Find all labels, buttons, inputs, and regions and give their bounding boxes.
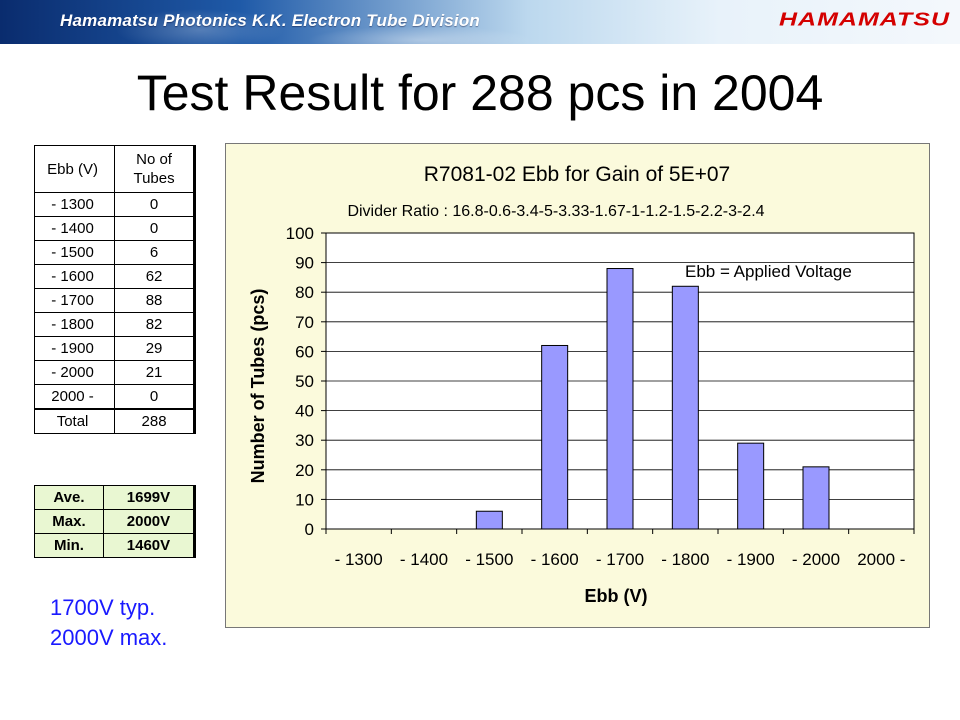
row-range: - 1600 xyxy=(33,264,116,289)
table-row: - 1900 29 xyxy=(33,336,196,361)
stat-value: 1699V xyxy=(102,485,197,510)
chart-annotation: Ebb = Applied Voltage xyxy=(685,262,852,281)
bar xyxy=(475,510,503,530)
distribution-table: Ebb (V) No of Tubes - 1300 0 - 1400 0 - 15… xyxy=(33,145,196,434)
total-row: Total 288 xyxy=(33,408,196,434)
y-tick-label: 90 xyxy=(295,254,314,273)
chart-subtitle: Divider Ratio : 16.8-0.6-3.4-5-3.33-1.67… xyxy=(347,203,764,220)
row-count: 82 xyxy=(114,312,196,337)
stats-row: Min. 1460V xyxy=(34,533,197,558)
x-tick-label: - 1600 xyxy=(531,550,579,569)
row-range: - 2000 xyxy=(33,360,116,385)
row-range: - 1700 xyxy=(33,288,116,313)
stat-label: Ave. xyxy=(34,485,104,510)
table-row: - 1600 62 xyxy=(33,264,196,289)
table-row: - 1800 82 xyxy=(33,312,196,337)
chart-title: R7081-02 Ebb for Gain of 5E+07 xyxy=(424,163,730,186)
table-header-row: Ebb (V) No of Tubes xyxy=(33,145,196,193)
x-tick-label: - 1800 xyxy=(661,550,709,569)
row-range: - 1400 xyxy=(33,216,116,241)
stat-value: 2000V xyxy=(102,509,197,534)
stats-table: Ave. 1699V Max. 2000V Min. 1460V xyxy=(34,485,197,558)
table-row: - 1300 0 xyxy=(33,192,196,217)
header-tubes: No of Tubes xyxy=(114,145,196,193)
company-logo: HAMAMATSU xyxy=(778,9,950,30)
note-typical: 1700V typ. xyxy=(50,595,156,620)
x-tick-label: - 1700 xyxy=(596,550,644,569)
table-row: 2000 -0 xyxy=(33,384,196,410)
bar xyxy=(802,466,830,530)
plot-area: 0 10 20 30 40 50 60 70 80 90 100 - 1300 - 1400 - 1500… xyxy=(286,224,915,569)
row-range: - 1300 xyxy=(33,192,116,217)
row-range: - 1900 xyxy=(33,336,116,361)
header-banner: Hamamatsu Photonics K.K. Electron Tube D… xyxy=(0,0,960,44)
x-tick-label: - 1900 xyxy=(727,550,775,569)
row-range: - 1500 xyxy=(33,240,116,265)
row-count: 29 xyxy=(114,336,196,361)
banner-text: Hamamatsu Photonics K.K. Electron Tube D… xyxy=(60,11,480,30)
stats-row: Max. 2000V xyxy=(34,509,197,534)
y-tick-label: 100 xyxy=(286,224,314,243)
row-range: - 1800 xyxy=(33,312,116,337)
table-row: - 1400 0 xyxy=(33,216,196,241)
row-count: 21 xyxy=(114,360,196,385)
y-tick-label: 70 xyxy=(295,313,314,332)
table-row: - 2000 21 xyxy=(33,360,196,385)
bar-chart: R7081-02 Ebb for Gain of 5E+07 Divider R… xyxy=(248,163,915,606)
row-count: 0 xyxy=(114,216,196,241)
y-axis-label: Number of Tubes (pcs) xyxy=(248,289,268,484)
row-count: 6 xyxy=(114,240,196,265)
y-tick-label: 10 xyxy=(295,490,314,509)
y-tick-label: 20 xyxy=(295,461,314,480)
y-tick-label: 80 xyxy=(295,283,314,302)
banner-shine xyxy=(0,0,960,44)
x-tick-label: - 2000 xyxy=(792,550,840,569)
y-tick-label: 30 xyxy=(295,431,314,450)
row-count: 62 xyxy=(114,264,196,289)
note-max: 2000V max. xyxy=(50,625,168,650)
y-tick-label: 40 xyxy=(295,402,314,421)
total-count: 288 xyxy=(114,408,196,434)
table-row: - 1700 88 xyxy=(33,288,196,313)
x-tick-label: - 1500 xyxy=(465,550,513,569)
header-tubes-label: No of Tubes xyxy=(133,151,175,187)
stat-value: 1460V xyxy=(102,533,197,558)
x-tick-label: - 1300 xyxy=(335,550,383,569)
stats-row: Ave. 1699V xyxy=(34,485,197,510)
row-count: 0 xyxy=(114,384,196,410)
y-tick-label: 50 xyxy=(295,372,314,391)
row-range: 2000 - xyxy=(33,384,116,410)
page-title: Test Result for 288 pcs in 2004 xyxy=(136,65,824,121)
y-tick-label: 60 xyxy=(295,342,314,361)
x-tick-label: - 1400 xyxy=(400,550,448,569)
row-count: 88 xyxy=(114,288,196,313)
total-label: Total xyxy=(33,408,116,434)
bar xyxy=(541,344,569,530)
chart-panel: R7081-02 Ebb for Gain of 5E+07 Divider R… xyxy=(225,143,930,628)
bar xyxy=(606,268,634,530)
table-row: - 1500 6 xyxy=(33,240,196,265)
bar xyxy=(671,285,699,530)
stat-label: Max. xyxy=(34,509,104,534)
bar xyxy=(737,442,765,530)
x-axis-label: Ebb (V) xyxy=(585,586,648,606)
row-count: 0 xyxy=(114,192,196,217)
stat-label: Min. xyxy=(34,533,104,558)
header-ebb: Ebb (V) xyxy=(33,145,116,193)
y-tick-label: 0 xyxy=(305,520,314,539)
x-tick-label: 2000 - xyxy=(857,550,905,569)
